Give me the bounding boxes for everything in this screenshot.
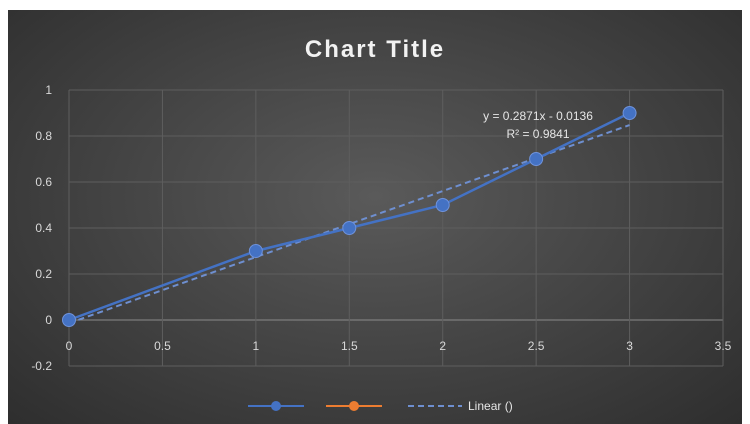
y-tick-label: 0.4 bbox=[35, 221, 52, 235]
x-tick-label: 1.5 bbox=[341, 339, 358, 353]
chart-area: Chart Title 1 0.8 0.6 0.4 0.2 0 -0.2 0 0.5 1 1.5 2 2… bbox=[8, 10, 742, 424]
x-tick-label: 2.5 bbox=[528, 339, 545, 353]
trendline-equation: y = 0.2871x - 0.0136 bbox=[483, 109, 593, 123]
legend-marker bbox=[349, 401, 359, 411]
x-tick-label: 0.5 bbox=[154, 339, 171, 353]
y-tick-label: 1 bbox=[45, 83, 52, 97]
y-tick-label: 0.6 bbox=[35, 175, 52, 189]
data-point bbox=[435, 198, 450, 212]
legend-label: Linear () bbox=[468, 399, 513, 413]
data-point bbox=[248, 244, 263, 258]
legend-marker bbox=[271, 401, 281, 411]
y-tick-label: 0 bbox=[45, 313, 52, 327]
x-tick-label: 0 bbox=[66, 339, 73, 353]
x-tick-label: 3.5 bbox=[715, 339, 732, 353]
chart-title: Chart Title bbox=[304, 36, 446, 63]
trendline-r2: R² = 0.9841 bbox=[506, 127, 569, 141]
y-tick-label: 0.8 bbox=[35, 129, 52, 143]
data-point bbox=[529, 152, 544, 166]
y-tick-label: 0.2 bbox=[35, 267, 52, 281]
y-tick-label: -0.2 bbox=[31, 359, 52, 373]
x-tick-label: 1 bbox=[253, 339, 260, 353]
x-tick-label: 3 bbox=[626, 339, 633, 353]
data-point bbox=[62, 313, 76, 327]
x-tick-label: 2 bbox=[439, 339, 446, 353]
plot-area: 1 0.8 0.6 0.4 0.2 0 -0.2 0 0.5 1 1.5 2 2.5 3 3.5 y = 0.… bbox=[31, 83, 732, 413]
data-point bbox=[342, 221, 357, 235]
data-point bbox=[622, 106, 637, 120]
series-line bbox=[68, 111, 631, 322]
